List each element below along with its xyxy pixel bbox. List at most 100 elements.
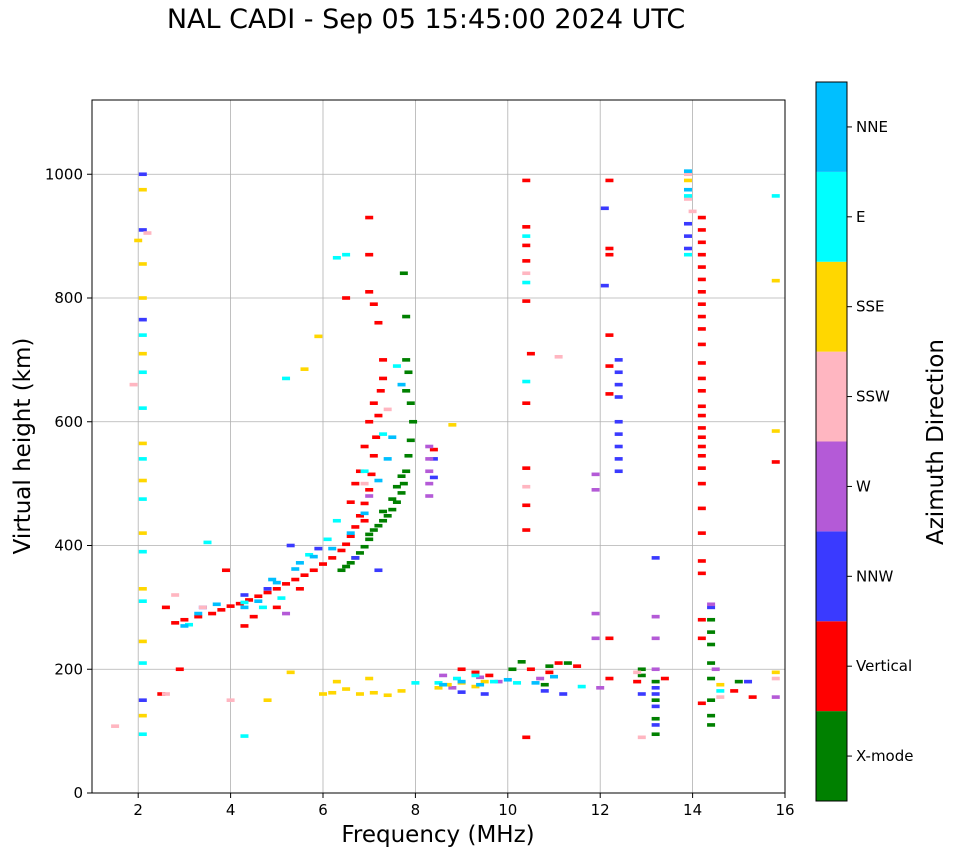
- data-point: [697, 314, 706, 319]
- data-point: [138, 370, 147, 375]
- data-point: [683, 187, 692, 192]
- data-point: [517, 660, 526, 664]
- data-point: [522, 528, 531, 532]
- data-point: [198, 605, 207, 610]
- data-point: [637, 735, 646, 740]
- data-point: [282, 376, 291, 381]
- data-point: [697, 435, 706, 440]
- series-ssw: [111, 172, 780, 740]
- data-point: [328, 690, 337, 695]
- data-point: [605, 178, 614, 183]
- data-point: [240, 600, 249, 605]
- data-point: [217, 608, 226, 612]
- data-point: [369, 690, 378, 695]
- data-point: [697, 701, 706, 706]
- x-axis: 2 4 6 8 10 12 14 16: [133, 793, 795, 819]
- data-point: [402, 389, 411, 393]
- data-point: [522, 280, 531, 285]
- data-point: [157, 692, 166, 696]
- data-point: [476, 675, 485, 680]
- data-point: [402, 469, 411, 474]
- data-point: [697, 571, 706, 576]
- data-point: [651, 686, 660, 690]
- data-point: [494, 679, 503, 684]
- data-point: [651, 679, 660, 684]
- data-point: [365, 532, 374, 537]
- data-point: [365, 419, 374, 424]
- data-point: [194, 611, 203, 616]
- data-point: [328, 556, 337, 560]
- data-point: [411, 681, 420, 685]
- data-point: [369, 453, 378, 458]
- y-tick-label: 800: [54, 289, 83, 307]
- y-tick-label: 1000: [45, 165, 83, 183]
- data-point: [138, 732, 147, 737]
- data-point: [365, 488, 374, 492]
- data-point: [697, 426, 706, 430]
- data-point: [138, 333, 147, 337]
- data-point: [346, 561, 355, 565]
- data-point: [522, 271, 531, 276]
- data-point: [697, 444, 706, 449]
- data-point: [651, 723, 660, 727]
- data-point: [563, 661, 572, 665]
- data-point: [633, 670, 642, 675]
- data-point: [540, 682, 549, 687]
- data-point: [282, 611, 291, 616]
- data-point: [277, 596, 286, 600]
- colorbar-tick-label: Vertical: [856, 657, 912, 675]
- data-point: [471, 670, 480, 675]
- data-point: [208, 611, 217, 616]
- data-point: [697, 361, 706, 365]
- data-point: [272, 605, 281, 610]
- data-point: [300, 573, 309, 577]
- data-point: [404, 370, 413, 375]
- colorbar: X-mode Vertical NNW W SSW SSE E NNE: [815, 81, 913, 802]
- data-point: [522, 484, 531, 489]
- data-point: [651, 716, 660, 721]
- data-point: [605, 392, 614, 396]
- data-point: [697, 376, 706, 381]
- data-point: [605, 636, 614, 641]
- data-point: [374, 413, 383, 418]
- data-point: [425, 444, 434, 449]
- colorbar-swatch: [816, 261, 847, 352]
- data-point: [480, 692, 489, 696]
- data-point: [526, 351, 535, 356]
- data-point: [697, 240, 706, 245]
- data-point: [367, 472, 376, 477]
- series-vertical: [157, 178, 780, 740]
- series-e: [138, 194, 780, 738]
- data-point: [138, 587, 147, 591]
- colorbar-swatch: [816, 531, 847, 622]
- data-point: [707, 698, 716, 702]
- data-point: [540, 689, 549, 693]
- data-point: [203, 540, 212, 545]
- data-point: [651, 704, 660, 709]
- data-point: [399, 271, 408, 276]
- data-point: [240, 734, 249, 738]
- data-point: [771, 278, 780, 283]
- data-point: [471, 684, 480, 689]
- data-point: [342, 296, 351, 300]
- data-point: [522, 379, 531, 384]
- y-tick-label: 0: [73, 784, 83, 802]
- data-point: [707, 723, 716, 727]
- data-point: [392, 500, 401, 504]
- colorbar-swatch: [816, 711, 847, 801]
- data-point: [683, 234, 692, 238]
- x-tick-label: 4: [226, 801, 236, 819]
- data-point: [355, 514, 364, 518]
- data-point: [328, 546, 337, 551]
- data-point: [707, 630, 716, 634]
- data-point: [138, 228, 147, 232]
- data-point: [138, 661, 147, 665]
- data-point: [554, 661, 563, 665]
- data-point: [342, 542, 351, 547]
- colorbar-swatch: [816, 171, 847, 262]
- data-point: [744, 679, 753, 684]
- data-point: [683, 246, 692, 251]
- data-point: [185, 622, 194, 627]
- data-point: [379, 358, 388, 362]
- data-marks: [111, 169, 780, 740]
